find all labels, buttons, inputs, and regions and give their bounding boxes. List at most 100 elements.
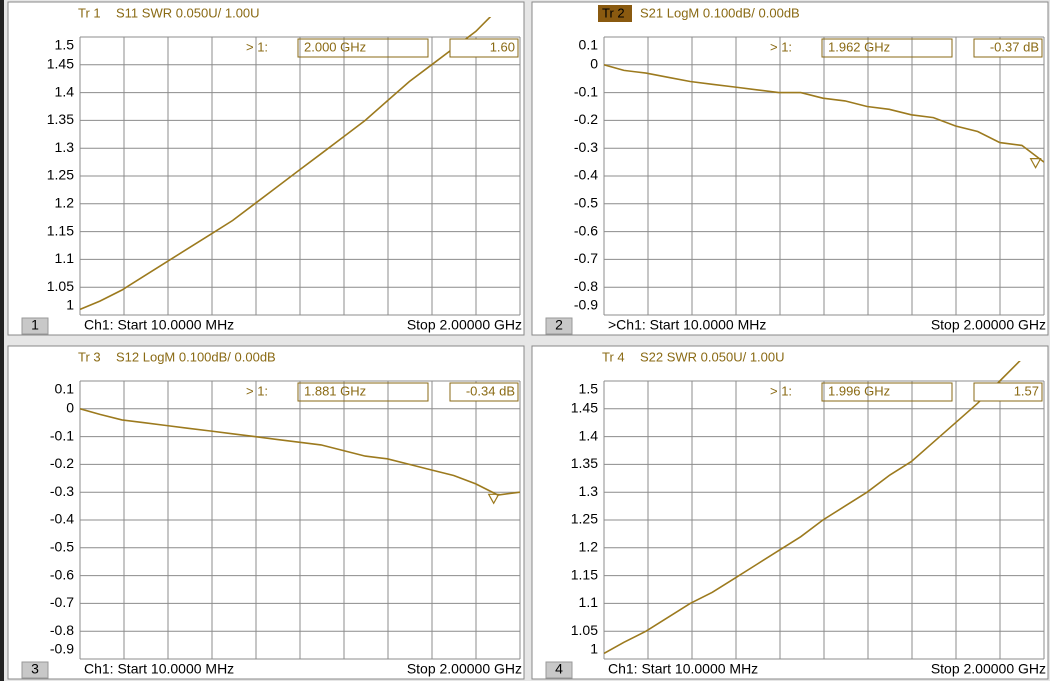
- y-tick-label: 1.45: [571, 400, 598, 416]
- trace-label: Tr 3: [78, 349, 101, 364]
- marker-value-box: [973, 38, 1043, 58]
- panel-number-box: [545, 661, 573, 679]
- active-trace-highlight: [598, 5, 632, 22]
- y-tick-label: 0: [66, 400, 74, 416]
- trace-title: S12 LogM 0.100dB/ 0.00dB: [116, 349, 276, 364]
- left-edge: [0, 0, 4, 681]
- marker-label: > 1:: [770, 39, 792, 54]
- panel-number: 1: [31, 317, 39, 333]
- y-tick-label: -0.2: [50, 455, 74, 471]
- y-tick-label: 1.25: [571, 511, 598, 527]
- start-frequency: Ch1: Start 10.0000 MHz: [84, 661, 234, 677]
- marker-frequency: 1.881 GHz: [304, 383, 366, 398]
- panel: [531, 345, 1049, 680]
- panel: [531, 1, 1049, 336]
- marker-label: > 1:: [246, 383, 268, 398]
- y-tick-label: -0.1: [50, 427, 74, 443]
- y-tick-label: 1.05: [47, 278, 74, 294]
- y-tick-label: 1.35: [571, 455, 598, 471]
- start-frequency: Ch1: Start 10.0000 MHz: [608, 661, 758, 677]
- trace-line: [604, 64, 1044, 163]
- marker-triangle: [487, 493, 500, 505]
- y-tick-label: 0: [590, 56, 598, 72]
- panel-number-box: [21, 317, 49, 335]
- y-tick-label: 1.2: [579, 539, 599, 555]
- marker-freq-box: [297, 38, 429, 58]
- marker-label: > 1:: [770, 383, 792, 398]
- y-tick-label: -0.7: [50, 594, 74, 610]
- y-tick-label: -0.4: [574, 167, 598, 183]
- marker-freq-box: [821, 382, 953, 402]
- panel: [7, 1, 525, 336]
- y-tick-label: 0.1: [55, 381, 75, 397]
- y-tick-label: 1: [66, 297, 74, 313]
- marker-value: -0.34 dB: [466, 383, 515, 398]
- y-tick-label: 1.05: [571, 622, 598, 638]
- y-tick-label: 1.5: [55, 37, 75, 53]
- y-tick-label: -0.9: [574, 297, 598, 313]
- y-tick-label: -0.5: [574, 195, 598, 211]
- stop-frequency: Stop 2.00000 GHz: [407, 317, 522, 333]
- panel-number-box: [545, 317, 573, 335]
- y-tick-label: -0.4: [50, 511, 74, 527]
- stop-frequency: Stop 2.00000 GHz: [931, 317, 1046, 333]
- marker-value: 1.57: [1014, 383, 1039, 398]
- panel-number: 2: [555, 317, 563, 333]
- y-tick-label: 1.1: [55, 250, 75, 266]
- y-tick-label: 1.4: [55, 83, 75, 99]
- marker-frequency: 1.962 GHz: [828, 39, 890, 54]
- trace-line: [604, 361, 1021, 655]
- y-tick-label: -0.6: [50, 566, 74, 582]
- y-tick-label: 1.45: [47, 56, 74, 72]
- panel-number: 4: [555, 661, 563, 677]
- panel: [7, 345, 525, 680]
- panel-number: 3: [31, 661, 39, 677]
- marker-label: > 1:: [246, 39, 268, 54]
- trace-label: Tr 4: [602, 349, 625, 364]
- y-tick-label: -0.3: [574, 139, 598, 155]
- stop-frequency: Stop 2.00000 GHz: [931, 661, 1046, 677]
- marker-frequency: 2.000 GHz: [304, 39, 366, 54]
- trace-label: Tr 1: [78, 5, 101, 20]
- y-tick-label: 1.35: [47, 111, 74, 127]
- y-tick-label: -0.8: [50, 622, 74, 638]
- start-frequency: >Ch1: Start 10.0000 MHz: [608, 317, 766, 333]
- y-tick-label: 1.1: [579, 594, 599, 610]
- start-frequency: Ch1: Start 10.0000 MHz: [84, 317, 234, 333]
- y-tick-label: 1: [590, 641, 598, 657]
- marker-frequency: 1.996 GHz: [828, 383, 890, 398]
- marker-triangle: [1029, 158, 1042, 169]
- y-tick-label: 1.4: [579, 427, 599, 443]
- marker-freq-box: [821, 38, 953, 58]
- y-tick-label: -0.5: [50, 539, 74, 555]
- y-tick-label: -0.7: [574, 250, 598, 266]
- y-tick-label: 1.15: [47, 222, 74, 238]
- y-tick-label: 1.3: [55, 139, 75, 155]
- y-tick-label: -0.2: [574, 111, 598, 127]
- trace-title: S21 LogM 0.100dB/ 0.00dB: [640, 5, 800, 20]
- y-tick-label: 1.15: [571, 566, 598, 582]
- y-tick-label: -0.9: [50, 641, 74, 657]
- marker-value: -0.37 dB: [990, 39, 1039, 54]
- y-tick-label: -0.8: [574, 278, 598, 294]
- trace-line: [80, 408, 520, 496]
- y-tick-label: -0.6: [574, 222, 598, 238]
- y-tick-label: 1.2: [55, 195, 75, 211]
- trace-title: S22 SWR 0.050U/ 1.00U: [640, 349, 785, 364]
- trace-label: Tr 2: [602, 5, 625, 20]
- y-tick-label: -0.1: [574, 83, 598, 99]
- marker-value-box: [449, 38, 519, 58]
- y-tick-label: -0.3: [50, 483, 74, 499]
- marker-value: 1.60: [490, 39, 515, 54]
- marker-value-box: [449, 382, 519, 402]
- stop-frequency: Stop 2.00000 GHz: [407, 661, 522, 677]
- trace-title: S11 SWR 0.050U/ 1.00U: [116, 5, 260, 20]
- trace-line: [80, 17, 492, 311]
- y-tick-label: 0.1: [579, 37, 599, 53]
- marker-freq-box: [297, 382, 429, 402]
- marker-value-box: [973, 382, 1043, 402]
- panel-number-box: [21, 661, 49, 679]
- y-tick-label: 1.3: [579, 483, 599, 499]
- y-tick-label: 1.25: [47, 167, 74, 183]
